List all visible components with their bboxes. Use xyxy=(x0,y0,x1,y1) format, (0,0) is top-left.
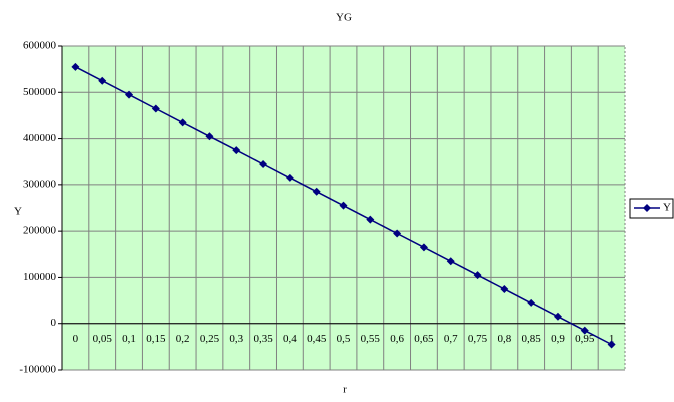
x-tick-label: 0,45 xyxy=(307,333,327,345)
data-point xyxy=(527,298,536,307)
x-tick-label: 0,5 xyxy=(337,333,351,345)
data-point xyxy=(312,187,321,196)
y-tick-label: -100000 xyxy=(19,364,56,376)
y-tick-label: 0 xyxy=(51,317,57,329)
x-tick-label: 0,7 xyxy=(444,333,458,345)
data-point xyxy=(71,62,80,71)
x-tick-label: 0,75 xyxy=(468,333,488,345)
x-tick-label: 0,8 xyxy=(497,333,511,345)
y-tick-label: 400000 xyxy=(23,132,57,144)
data-point xyxy=(607,340,616,349)
legend-marker xyxy=(643,204,651,212)
legend-label: Y xyxy=(663,202,671,214)
data-point xyxy=(393,229,402,238)
x-tick-label: 0,35 xyxy=(253,333,273,345)
data-point xyxy=(553,312,562,321)
data-point xyxy=(473,271,482,280)
data-point xyxy=(419,243,428,252)
x-tick-label: 0,2 xyxy=(176,333,190,345)
y-tick-label: 200000 xyxy=(23,225,57,237)
x-tick-label: 0,4 xyxy=(283,333,297,345)
x-tick-label: 0,05 xyxy=(93,333,113,345)
x-tick-label: 0,3 xyxy=(229,333,243,345)
data-point xyxy=(500,285,509,293)
x-tick-label: 0,85 xyxy=(522,333,542,345)
x-tick-label: 0 xyxy=(73,333,79,345)
y-tick-label: 600000 xyxy=(23,40,57,52)
x-tick-label: 0,65 xyxy=(414,333,434,345)
x-tick-label: 0,55 xyxy=(361,333,381,345)
x-tick-label: 0,15 xyxy=(146,333,166,345)
chart-title: YG xyxy=(336,12,352,24)
y-axis-label: Y xyxy=(14,206,22,218)
data-point xyxy=(339,201,348,210)
data-point xyxy=(259,160,268,169)
x-tick-label: 0,25 xyxy=(200,333,220,345)
data-point xyxy=(98,76,107,85)
x-axis-label: r xyxy=(343,384,347,396)
y-tick-label: 300000 xyxy=(23,178,57,190)
data-point xyxy=(125,90,134,99)
data-point xyxy=(178,118,187,127)
data-point xyxy=(205,132,214,141)
data-point xyxy=(232,146,241,155)
data-point xyxy=(285,173,294,182)
x-tick-label: 0,6 xyxy=(390,333,404,345)
y-tick-label: 500000 xyxy=(23,86,57,98)
data-point xyxy=(580,326,589,335)
y-tick-label: 100000 xyxy=(23,271,57,283)
data-point xyxy=(151,104,160,113)
x-tick-label: 0,9 xyxy=(551,333,565,345)
x-tick-label: 1 xyxy=(609,333,615,345)
x-tick-label: 0,1 xyxy=(122,333,136,345)
data-point xyxy=(446,257,455,266)
data-point xyxy=(366,215,375,224)
x-tick-label: 0,95 xyxy=(575,333,595,345)
